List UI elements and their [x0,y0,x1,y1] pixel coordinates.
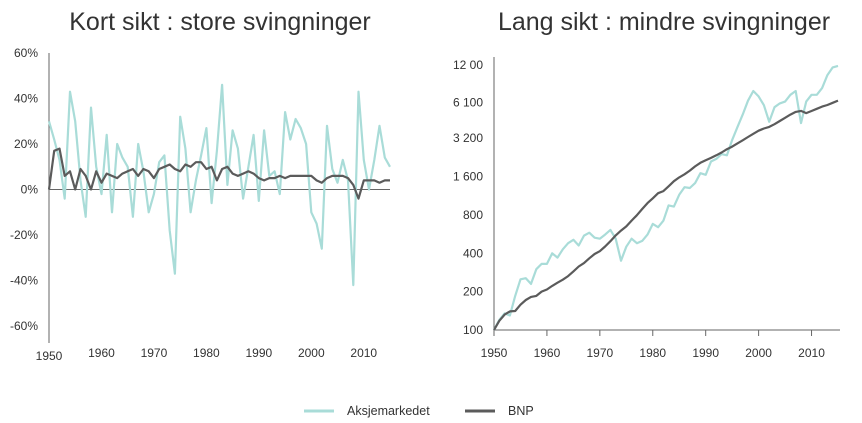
long-term-gdp-line [493,99,839,331]
y-tick-label: 40% [14,92,38,106]
y-tick-label: 0% [21,183,39,197]
legend-gdp-label: BNP [508,404,534,418]
y-tick-label: 6 100 [453,95,483,109]
y-tick-label: -60% [10,319,38,333]
y-tick-label: 100 [463,323,483,337]
x-tick-label: 1960 [534,346,561,360]
y-tick-label: 12 00 [453,58,483,72]
x-tick-label: 1970 [141,346,168,360]
x-tick-label: 2010 [798,346,825,360]
x-tick-label: 1990 [692,346,719,360]
y-tick-label: 60% [14,46,38,60]
long-term-chart: Lang sikt : mindre svingninger 100 200 400… [453,8,840,360]
x-tick-label: 1980 [639,346,666,360]
y-tick-label: 3 200 [453,131,483,145]
short-term-gdp-line [47,147,390,200]
x-tick-label: 1980 [193,346,220,360]
y-tick-label: 400 [463,246,483,260]
x-tick-label: 2010 [350,346,377,360]
y-tick-label: 800 [463,208,483,222]
x-tick-label: 1970 [586,346,613,360]
y-tick-label: 20% [14,137,38,151]
y-tick-label: 1 600 [453,170,483,184]
short-term-chart: Kort sikt : store svingninger 60% 40% 20% 0… [10,8,391,363]
y-tick-label: -40% [10,274,38,288]
legend: Aksjemarkedet BNP [304,404,534,418]
x-tick-label: 1960 [88,346,115,360]
x-tick-label: 1950 [481,346,508,360]
long-term-chart-title: Lang sikt : mindre svingninger [498,8,830,36]
x-tick-label: 2000 [298,346,325,360]
long-term-stock-line [493,64,839,331]
short-term-chart-title: Kort sikt : store svingninger [69,8,371,36]
y-tick-label: -20% [10,228,38,242]
long-term-y-ticks: 100 200 400 800 1 600 3 200 6 100 12 00 [453,58,483,337]
x-tick-label: 1950 [36,349,63,363]
short-term-x-ticks: 1950 1960 1970 1980 1990 2000 2010 [36,346,378,363]
x-tick-label: 1990 [245,346,272,360]
x-tick-label: 2000 [745,346,772,360]
legend-stock-label: Aksjemarkedet [347,404,430,418]
long-term-x-ticks: 1950 1960 1970 1980 1990 2000 2010 [481,330,825,360]
short-term-stock-line [47,83,391,287]
short-term-y-ticks: 60% 40% 20% 0% -20% -40% -60% [10,46,38,333]
y-tick-label: 200 [463,285,483,299]
